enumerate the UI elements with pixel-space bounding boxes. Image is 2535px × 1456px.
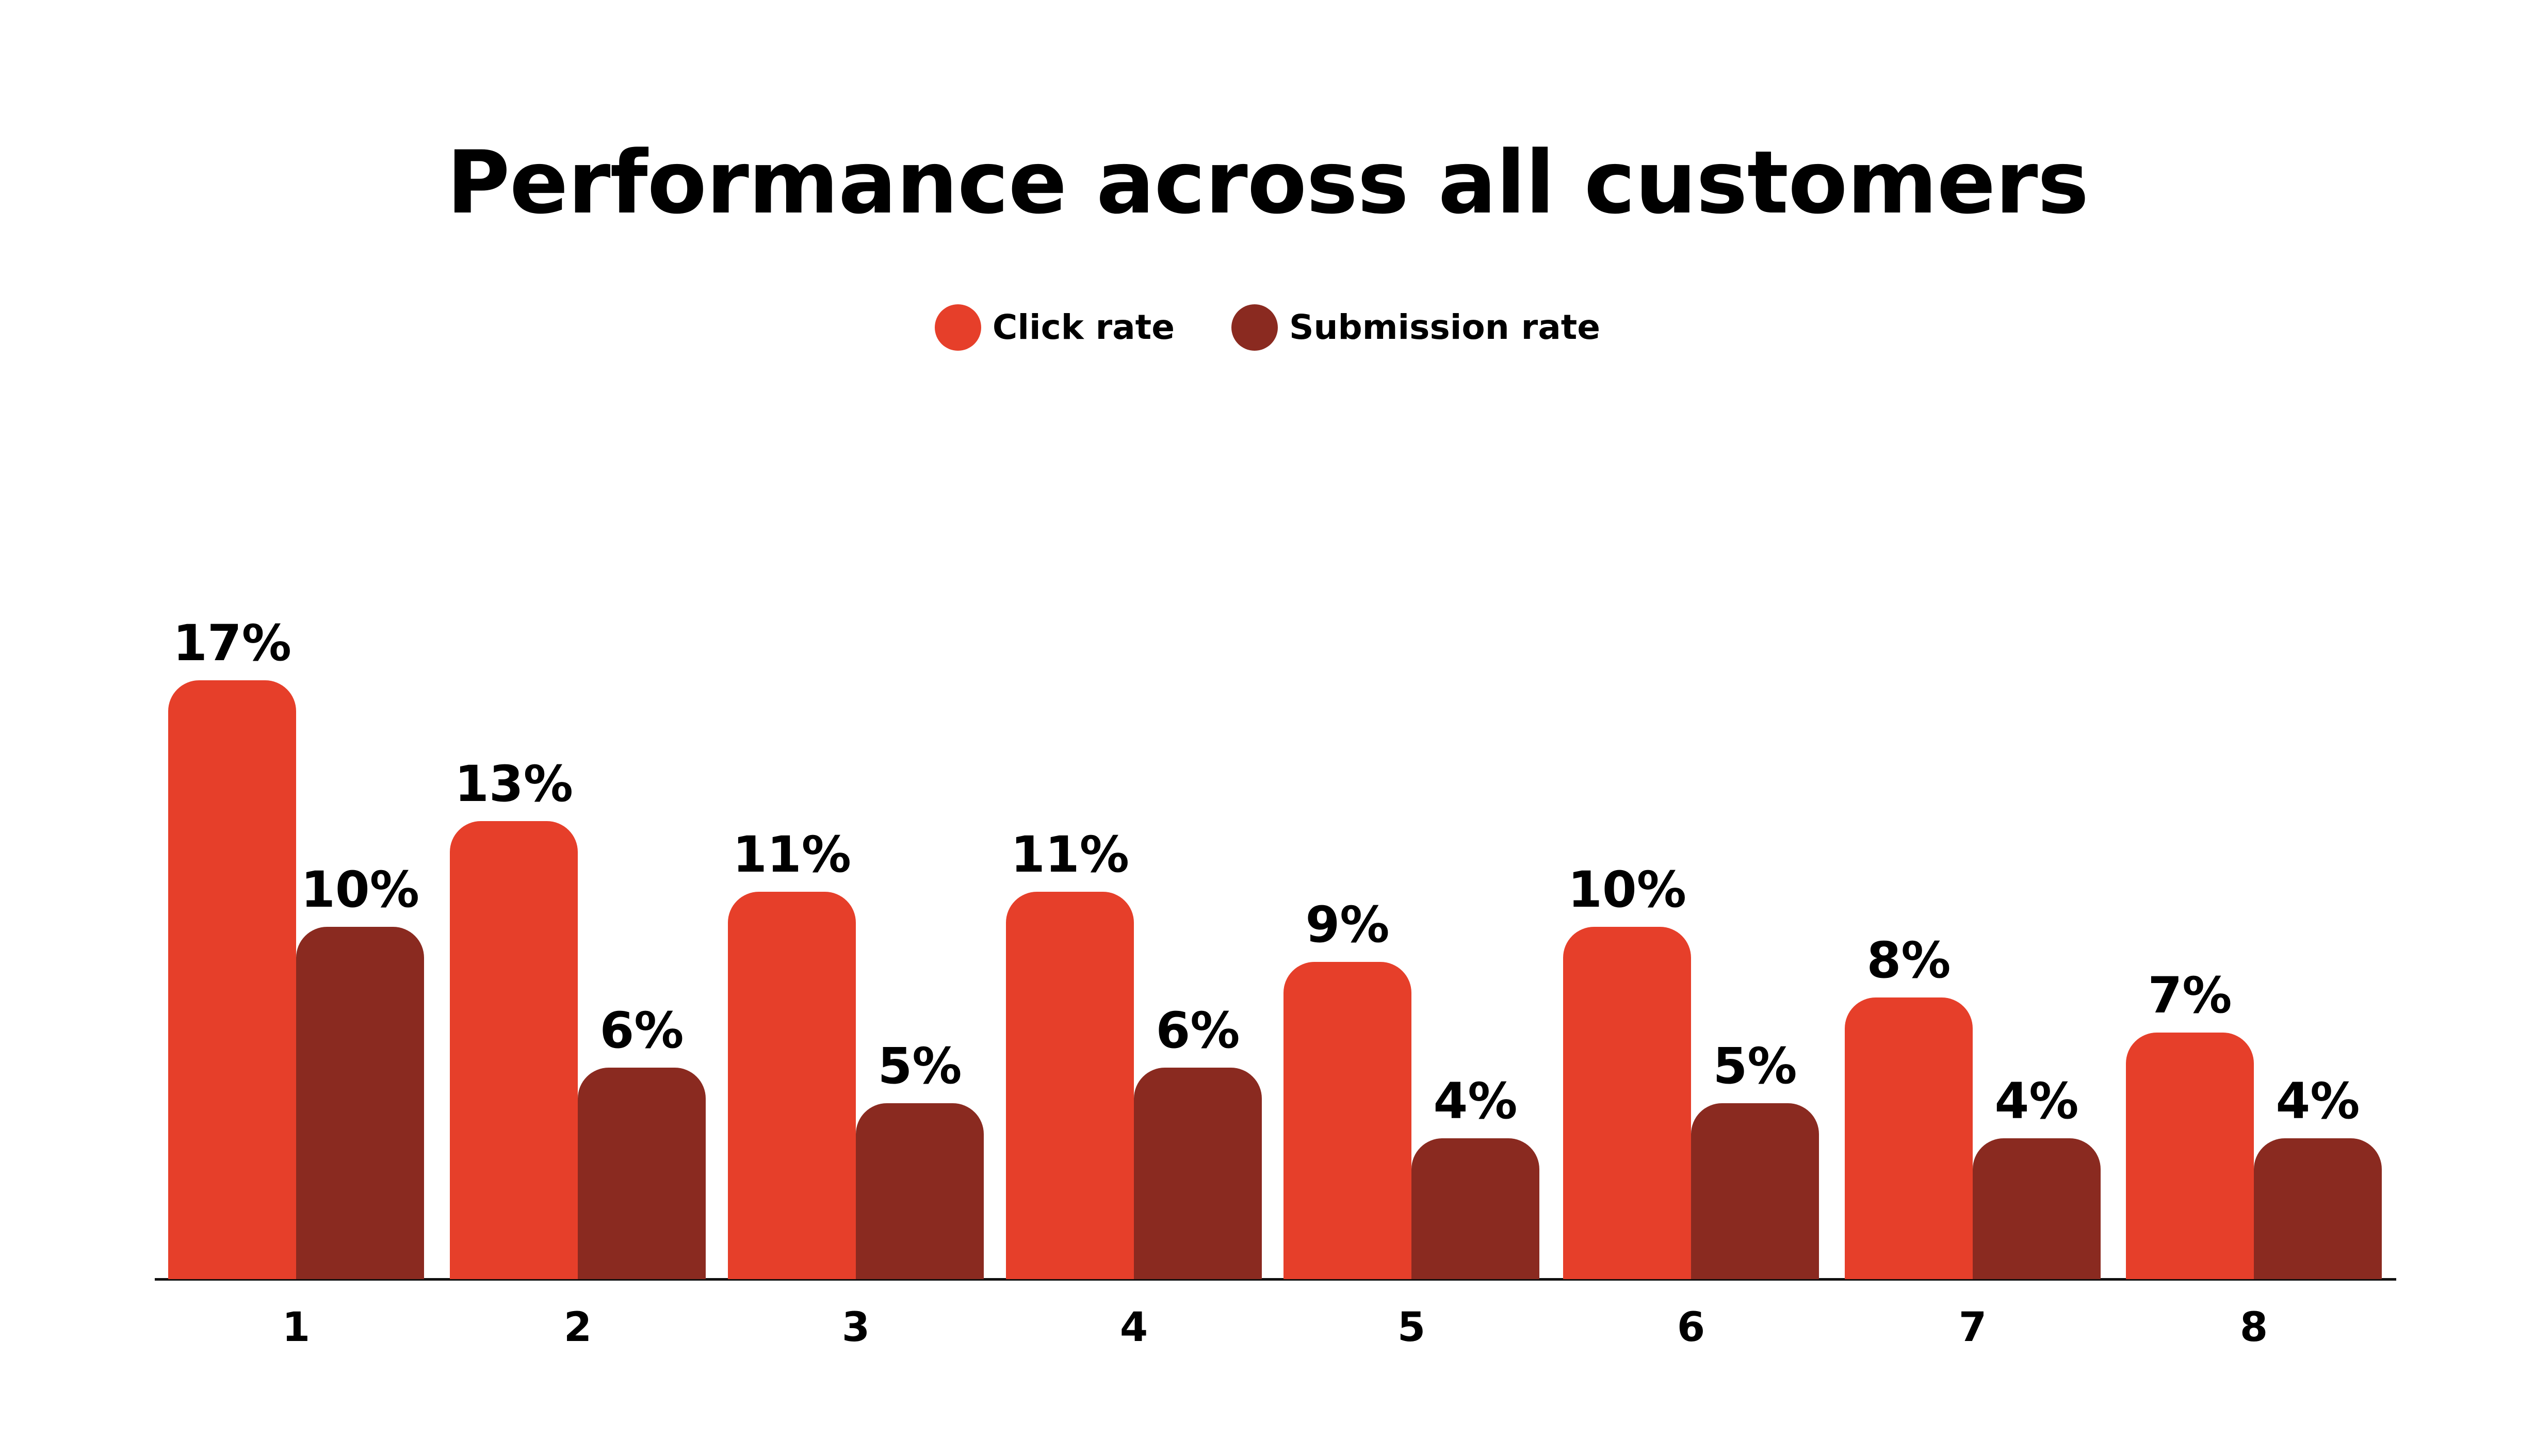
legend-swatch-icon [1231,304,1278,351]
data-label: 11% [733,825,851,884]
data-label: 13% [454,755,573,813]
legend-label: Click rate [992,307,1175,347]
bar-click-rate [1563,927,1691,1279]
bar-submission-rate [1411,1138,1539,1279]
data-label: 9% [1305,896,1390,954]
data-label: 11% [1011,825,1129,884]
bar-submission-rate [1134,1068,1262,1279]
bar-submission-rate [578,1068,706,1279]
bar-click-rate [1845,997,1973,1279]
data-label: 5% [1713,1037,1797,1095]
x-tick-label: 5 [1397,1304,1426,1351]
data-label: 7% [2148,966,2232,1024]
x-axis-line [155,1278,2396,1281]
data-label: 6% [599,1002,684,1060]
data-label: 6% [1156,1002,1240,1060]
chart-title: Performance across all customers [446,132,2089,233]
legend-label: Submission rate [1289,307,1601,347]
bar-submission-rate [856,1103,984,1279]
bar-submission-rate [296,927,424,1279]
bar-submission-rate [1973,1138,2101,1279]
data-label: 10% [301,861,419,919]
legend-item-submission-rate: Submission rate [1231,304,1600,351]
legend-swatch-icon [934,304,981,351]
data-label: 5% [878,1037,962,1095]
bar-click-rate [450,821,578,1279]
legend-item-click-rate: Click rate [934,304,1175,351]
x-tick-label: 2 [563,1304,592,1351]
x-tick-label: 7 [1958,1304,1987,1351]
bar-submission-rate [1691,1103,1819,1279]
bar-click-rate [1283,962,1411,1279]
data-label: 4% [1994,1072,2079,1130]
x-tick-label: 1 [282,1304,311,1351]
x-tick-label: 3 [841,1304,870,1351]
bar-click-rate [168,680,296,1279]
bar-click-rate [728,891,856,1279]
bar-click-rate [2126,1032,2254,1279]
x-tick-label: 8 [2239,1304,2268,1351]
data-label: 4% [2276,1072,2360,1130]
x-tick-label: 6 [1677,1304,1705,1351]
data-label: 10% [1568,861,1686,919]
legend: Click rate Submission rate [0,304,2535,351]
data-label: 4% [1433,1072,1518,1130]
bar-submission-rate [2254,1138,2382,1279]
data-label: 17% [173,614,291,672]
data-label: 8% [1866,931,1951,989]
bar-click-rate [1006,891,1134,1279]
x-tick-label: 4 [1119,1304,1148,1351]
